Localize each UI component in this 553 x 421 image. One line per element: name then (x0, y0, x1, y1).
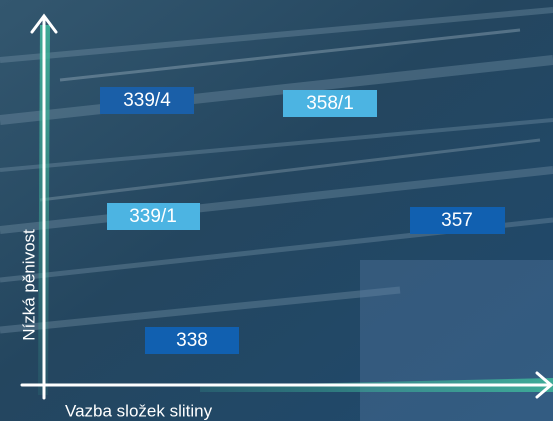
node: 339/1 (107, 203, 200, 230)
node: 357 (410, 207, 505, 234)
node-label: 338 (176, 330, 208, 351)
node: 339/4 (100, 87, 194, 114)
diagram: Nízká pěnivost Vazba složek slitiny 339/… (0, 0, 553, 421)
node: 358/1 (283, 90, 377, 117)
node-label: 358/1 (306, 93, 354, 114)
node-label: 339/4 (123, 90, 171, 111)
node: 338 (145, 327, 239, 354)
node-label: 357 (441, 210, 473, 231)
x-axis-label: Vazba složek slitiny (65, 401, 213, 420)
node-label: 339/1 (129, 206, 177, 227)
background-patch (360, 260, 553, 421)
page: Nízká pěnivost Vazba složek slitiny 339/… (0, 0, 553, 421)
y-axis-label: Nízká pěnivost (19, 229, 38, 341)
